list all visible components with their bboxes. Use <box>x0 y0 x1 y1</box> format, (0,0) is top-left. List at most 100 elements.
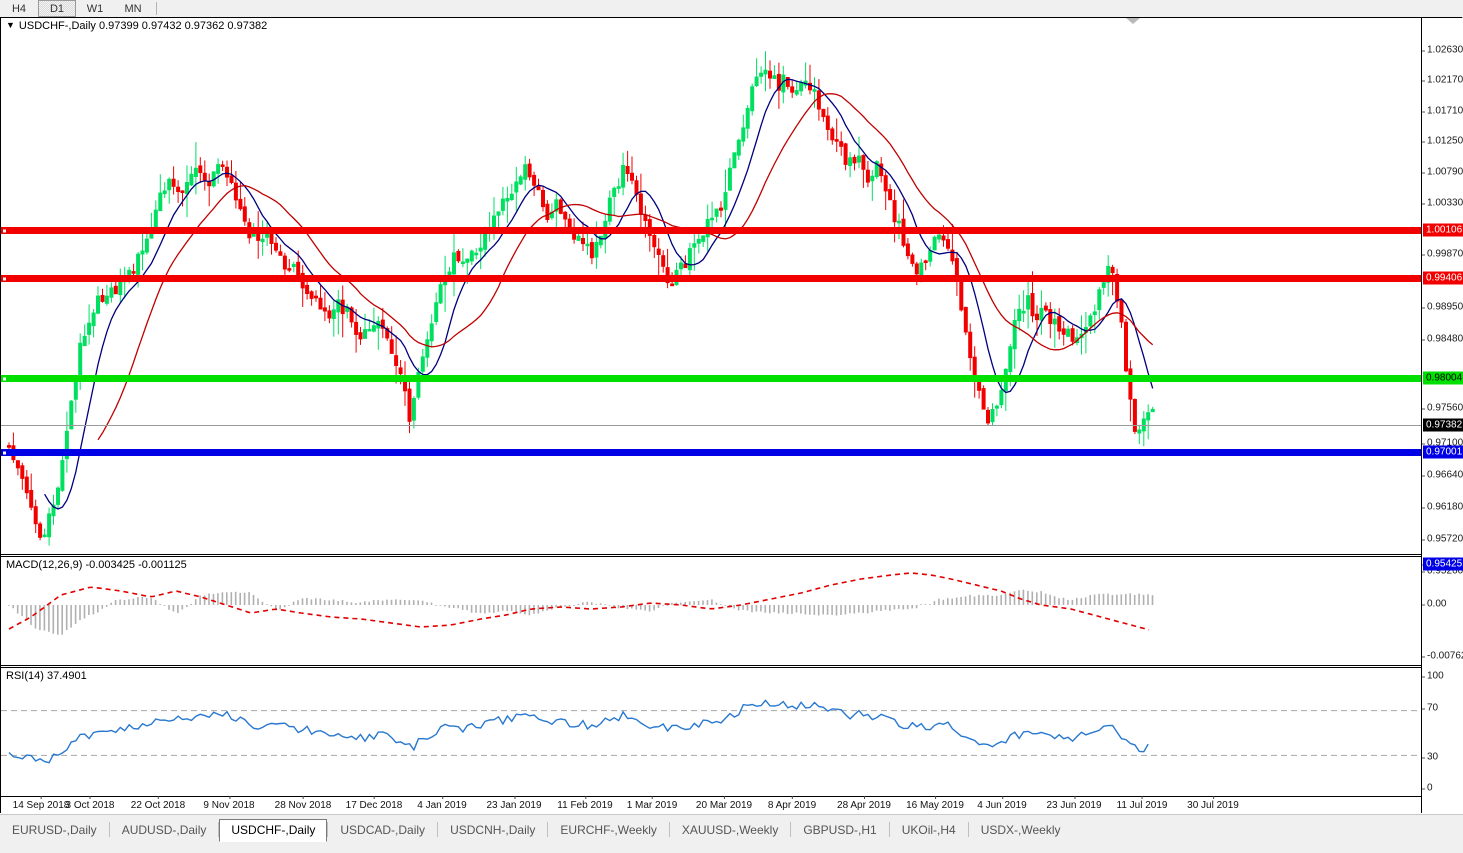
timeframe-mn[interactable]: MN <box>114 0 152 17</box>
chart-tab[interactable]: USDCAD-,Daily <box>340 823 426 837</box>
candle-body <box>607 197 612 222</box>
macd-histogram-bar <box>546 605 548 611</box>
candle-body <box>986 409 990 424</box>
macd-histogram-bar <box>746 605 749 611</box>
candle-body <box>594 242 599 258</box>
macd-histogram-bar <box>261 601 264 605</box>
macd-histogram-bar <box>644 605 646 611</box>
price-badge[interactable]: 0.99406 <box>1423 271 1463 285</box>
macd-pane[interactable]: MACD(12,26,9) -0.003425 -0.001125 <box>1 556 1421 666</box>
macd-histogram-bar <box>1022 589 1025 605</box>
macd-histogram-bar <box>297 600 299 605</box>
level-handle[interactable] <box>3 377 6 380</box>
candle-body <box>131 271 136 274</box>
chart-tab[interactable]: AUDUSD-,Daily <box>121 823 207 837</box>
level-handle[interactable] <box>3 229 6 232</box>
candle-body <box>140 250 145 255</box>
date-tick: 4 Jan 2019 <box>417 796 467 811</box>
candle-body <box>1008 346 1013 373</box>
candle-body <box>505 198 510 202</box>
price-badge[interactable]: 1.00106 <box>1423 223 1463 237</box>
candle-body <box>1106 265 1111 283</box>
level-line-support-blue-1[interactable] <box>1 449 1421 456</box>
candle-body <box>532 174 537 186</box>
candle-body <box>1146 412 1151 421</box>
level-handle[interactable] <box>3 451 6 454</box>
candle-body <box>852 156 857 164</box>
macd-histogram-bar <box>439 605 442 606</box>
macd-histogram-bar <box>337 601 339 605</box>
candle-body <box>892 200 897 223</box>
macd-histogram-bar <box>1053 596 1056 605</box>
chart-tab[interactable]: UKOil-,H4 <box>901 823 956 837</box>
macd-histogram-bar <box>315 598 317 605</box>
macd-histogram-bar <box>849 605 851 614</box>
rsi-pane[interactable]: RSI(14) 37.4901 <box>1 667 1421 795</box>
macd-histogram-bar <box>742 605 744 610</box>
macd-histogram-bar <box>613 605 615 608</box>
chart-tab-active[interactable]: USDCHF-,Daily <box>219 819 328 842</box>
chart-tab[interactable]: GBPUSD-,H1 <box>803 823 877 837</box>
candle-body <box>732 152 737 169</box>
chart-tab[interactable]: USDCNH-,Daily <box>450 823 536 837</box>
candle-body <box>389 339 394 354</box>
candle-body <box>696 238 701 244</box>
price-axis[interactable]: 1.02630 1.02170 1.01710 1.01250 1.00790 1.003… <box>1421 18 1463 813</box>
level-handle[interactable] <box>3 277 6 280</box>
macd-histogram-bar <box>786 605 789 615</box>
macd-histogram-bar <box>947 598 949 605</box>
candle-body <box>1048 309 1053 324</box>
level-line-support-green[interactable] <box>1 375 1421 382</box>
level-line-resistance-2[interactable] <box>1 275 1421 282</box>
candle-body <box>109 287 114 298</box>
candle-body <box>821 108 826 118</box>
chart-tab[interactable]: XAUUSD-,Weekly <box>681 823 779 837</box>
macd-histogram-bar <box>34 605 37 629</box>
price-tick: 0.97100 <box>1422 438 1463 449</box>
candle-body <box>545 203 550 221</box>
date-tick: 1 Mar 2019 <box>626 796 678 811</box>
candle-body <box>416 372 421 398</box>
price-badge[interactable]: 0.97001 <box>1423 445 1463 459</box>
macd-histogram-bar <box>586 601 589 605</box>
level-line-resistance-1[interactable] <box>1 227 1421 234</box>
candle-body <box>496 211 501 216</box>
macd-histogram-bar <box>479 605 482 613</box>
candle-body <box>82 335 87 347</box>
timeframe-mn-label: MN <box>124 2 142 15</box>
macd-histogram-bar <box>417 600 419 605</box>
macd-histogram-bar <box>257 598 259 605</box>
chart-tab[interactable]: USDX-,Weekly <box>980 823 1061 837</box>
candle-body <box>652 235 657 248</box>
macd-histogram-bar <box>1120 594 1123 605</box>
chart-scroll-marker-icon[interactable] <box>1126 18 1140 24</box>
chart-tab[interactable]: EURCHF-,Weekly <box>560 823 657 837</box>
macd-histogram-bar <box>1080 598 1083 605</box>
macd-histogram-bar <box>110 602 112 605</box>
candle-body <box>874 161 879 177</box>
macd-histogram-bar <box>840 605 842 615</box>
tab-divider <box>888 822 890 837</box>
candle-body <box>371 325 376 332</box>
candle-body <box>322 307 327 312</box>
candle-body <box>563 211 568 220</box>
candle-body <box>420 356 425 372</box>
price-badge[interactable]: 0.97382 <box>1423 418 1463 432</box>
timeframe-d1[interactable]: D1 <box>38 0 76 17</box>
price-pane[interactable]: ▼ USDCHF-,Daily 0.97399 0.97432 0.97362 0… <box>1 18 1421 555</box>
candle-body <box>60 460 65 491</box>
chart-tab[interactable]: EURUSD-,Daily <box>12 823 97 837</box>
price-badge[interactable]: 0.95425 <box>1423 557 1463 571</box>
macd-histogram-bar <box>631 605 633 609</box>
timeframe-w1[interactable]: W1 <box>76 0 114 17</box>
macd-histogram-bar <box>680 602 682 605</box>
candle-body <box>460 261 465 265</box>
date-tick: 11 Jul 2019 <box>1116 796 1168 811</box>
price-badge[interactable]: 0.98004 <box>1423 371 1463 385</box>
timeframe-h4[interactable]: H4 <box>0 0 38 17</box>
candle-body <box>47 513 52 538</box>
macd-histogram-bar <box>97 605 99 613</box>
price-tick: 0.95720 <box>1422 534 1463 545</box>
macd-histogram-bar <box>283 605 286 608</box>
level-line-current-price[interactable] <box>1 425 1421 426</box>
